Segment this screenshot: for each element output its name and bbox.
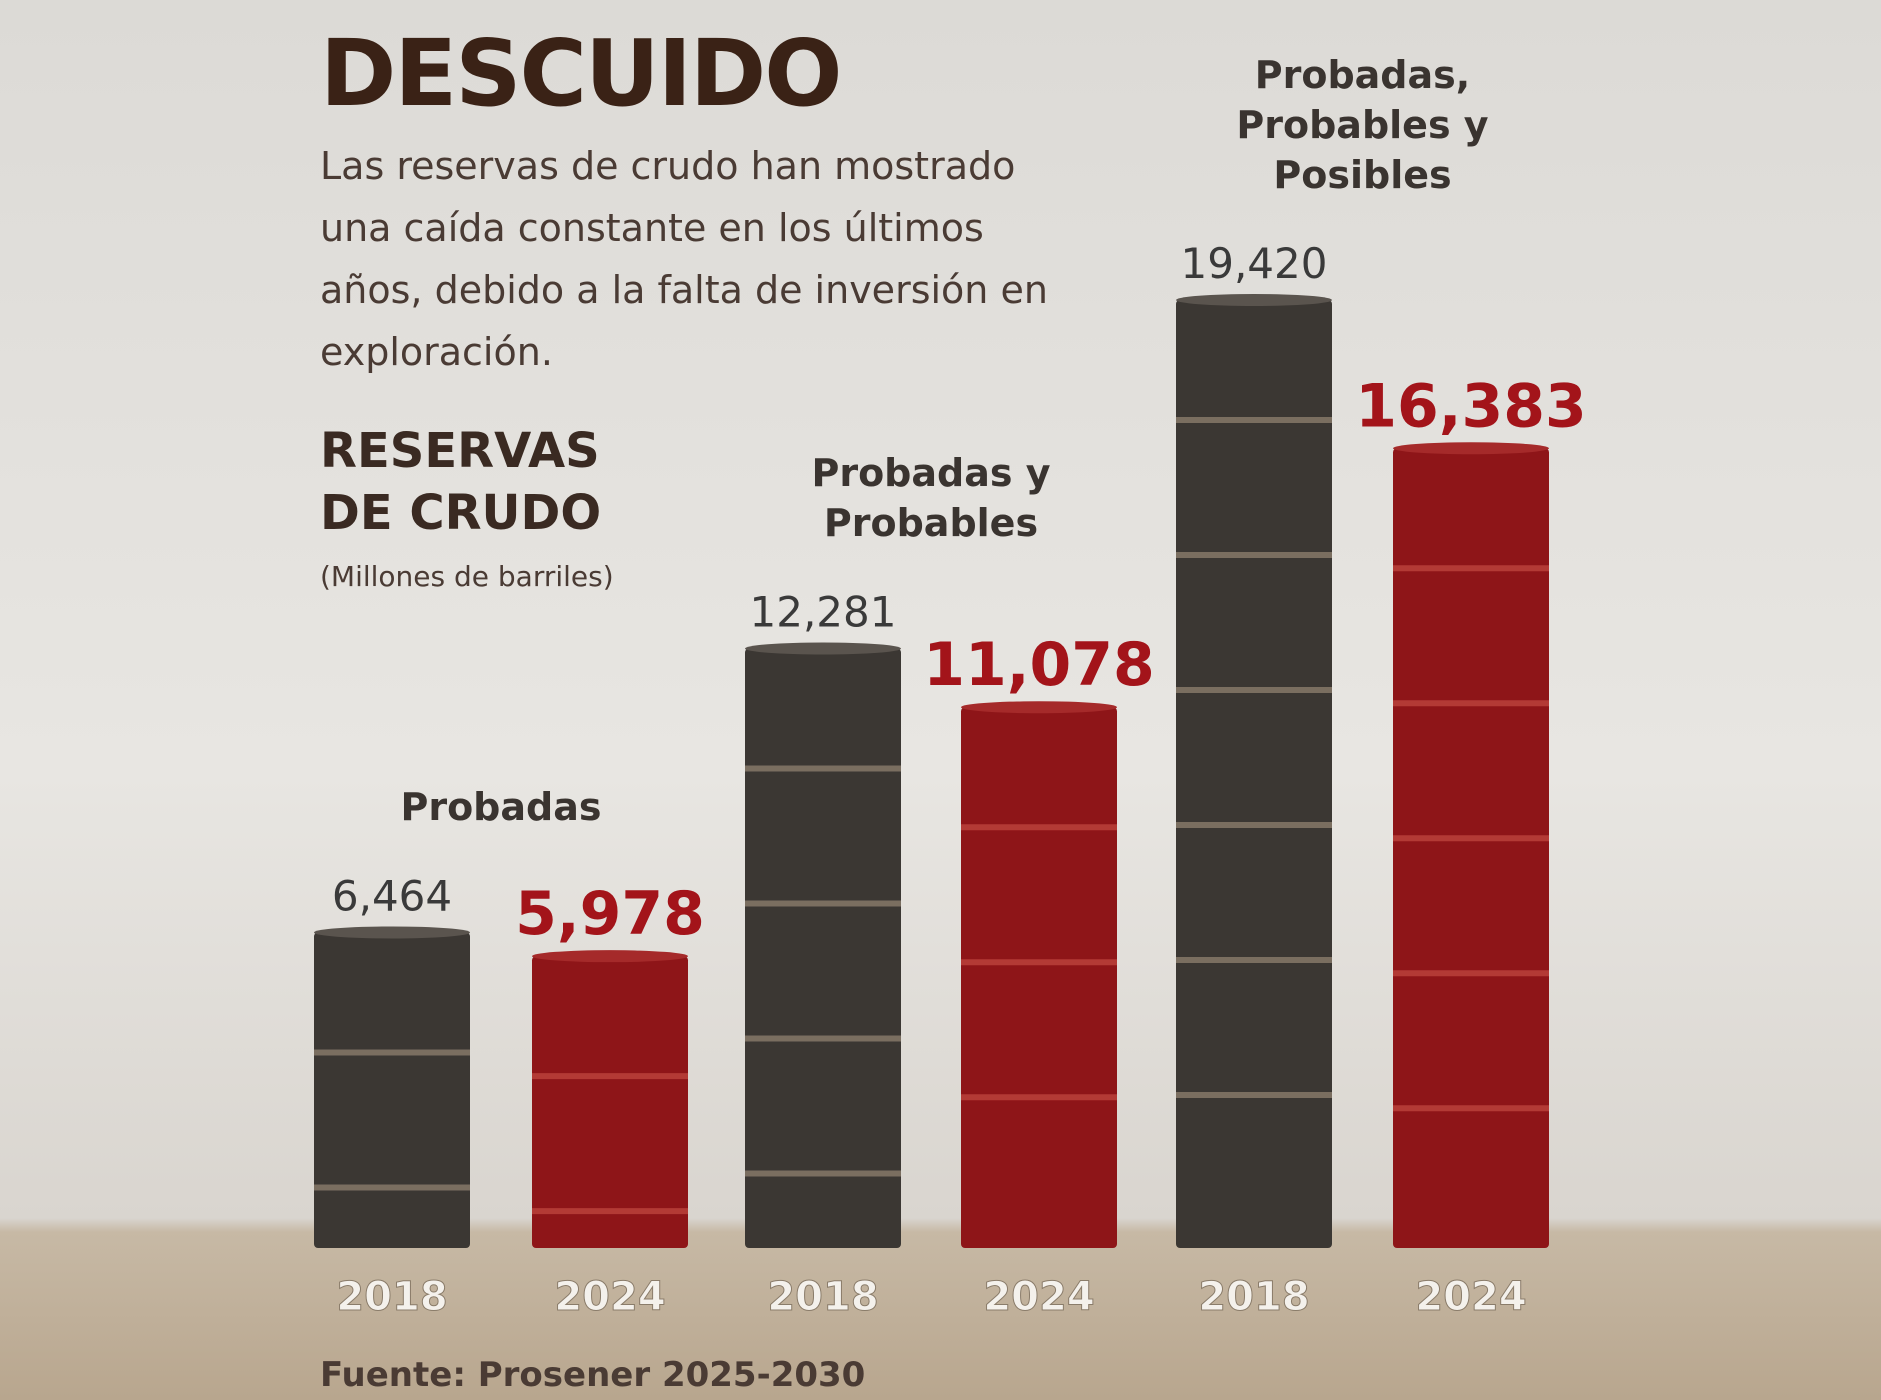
group-label: Probadas, Probables y Posibles: [1236, 53, 1489, 197]
bar: [1176, 300, 1332, 1248]
x-tick-label: 2018: [767, 1274, 878, 1320]
group-label: Probadas y Probables: [811, 451, 1051, 546]
value-label: 12,281: [750, 587, 897, 636]
bar: [532, 956, 688, 1248]
source: Fuente: Prosener 2025-2030: [320, 1355, 866, 1395]
barrel-lid: [314, 926, 470, 939]
x-tick-label: 2024: [983, 1274, 1094, 1320]
unit-label: (Millones de barriles): [320, 560, 614, 593]
barrel-lid: [1393, 442, 1549, 455]
value-label: 6,464: [332, 871, 452, 920]
x-tick-label: 2018: [336, 1274, 447, 1320]
bar: [745, 648, 901, 1248]
chart-subtitle: Las reservas de crudo han mostrado una c…: [320, 144, 1048, 374]
x-tick-label: 2018: [1198, 1274, 1309, 1320]
barrel-lid: [745, 642, 901, 655]
x-tick-label: 2024: [1415, 1274, 1526, 1320]
group-label: Probadas: [400, 785, 602, 830]
barrel-lid: [532, 950, 688, 963]
x-tick-label: 2024: [554, 1274, 665, 1320]
bar: [1393, 448, 1549, 1248]
value-label: 11,078: [923, 630, 1155, 700]
barrel-lid: [961, 701, 1117, 714]
y-axis-label: RESERVAS DE CRUDO: [320, 423, 602, 541]
value-label: 5,978: [515, 879, 705, 949]
value-label: 16,383: [1355, 371, 1587, 441]
barrel-lid: [1176, 294, 1332, 306]
bar: [961, 707, 1117, 1248]
value-label: 19,420: [1181, 239, 1328, 288]
bar: [314, 932, 470, 1248]
chart-title: DESCUIDO: [320, 20, 843, 127]
